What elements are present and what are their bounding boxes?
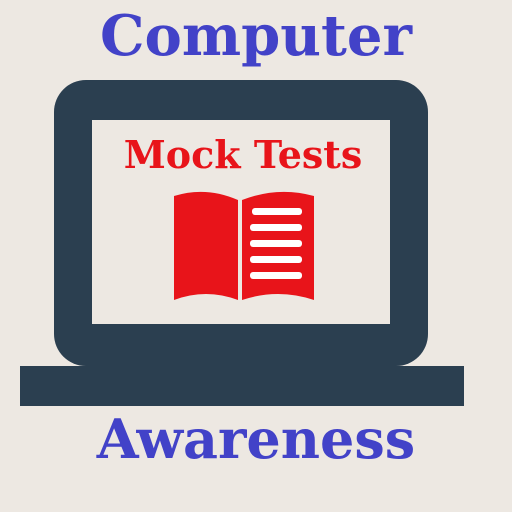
open-book-icon xyxy=(174,191,314,300)
subtitle-mock-tests: Mock Tests xyxy=(123,132,363,177)
laptop-base xyxy=(20,366,464,406)
app-title-top: Computer xyxy=(99,3,413,69)
app-title-bottom: Awareness xyxy=(96,407,416,471)
laptop-screen xyxy=(92,120,390,324)
